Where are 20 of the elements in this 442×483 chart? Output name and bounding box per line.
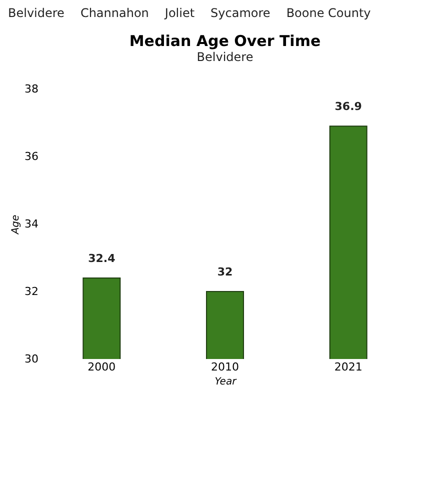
text: Boone County	[286, 6, 371, 20]
chart-subtitle: Belvidere	[196, 50, 254, 64]
chart-title: Median Age Over Time	[129, 32, 321, 50]
y-tick-label: 32	[24, 285, 38, 298]
x-axis-title: Year	[214, 376, 238, 388]
x-tick-label: 2021	[334, 360, 362, 374]
x-tick-label: 2000	[88, 360, 116, 374]
data-label: 36.9	[334, 100, 362, 114]
x-tick-label: 2010	[211, 360, 239, 374]
data-label: 32	[217, 266, 233, 278]
text: Sycamore	[210, 6, 270, 20]
text: Channahon	[80, 6, 149, 20]
y-tick-label: 38	[24, 82, 38, 96]
y-tick-label: 36	[24, 150, 38, 163]
text: Joliet	[164, 6, 195, 20]
data-label: 32.4	[88, 252, 116, 265]
y-tick-label: 34	[24, 218, 38, 230]
y-axis-title: Age	[10, 214, 22, 236]
y-tick-label: 30	[24, 352, 38, 366]
text: Belvidere	[8, 6, 64, 20]
